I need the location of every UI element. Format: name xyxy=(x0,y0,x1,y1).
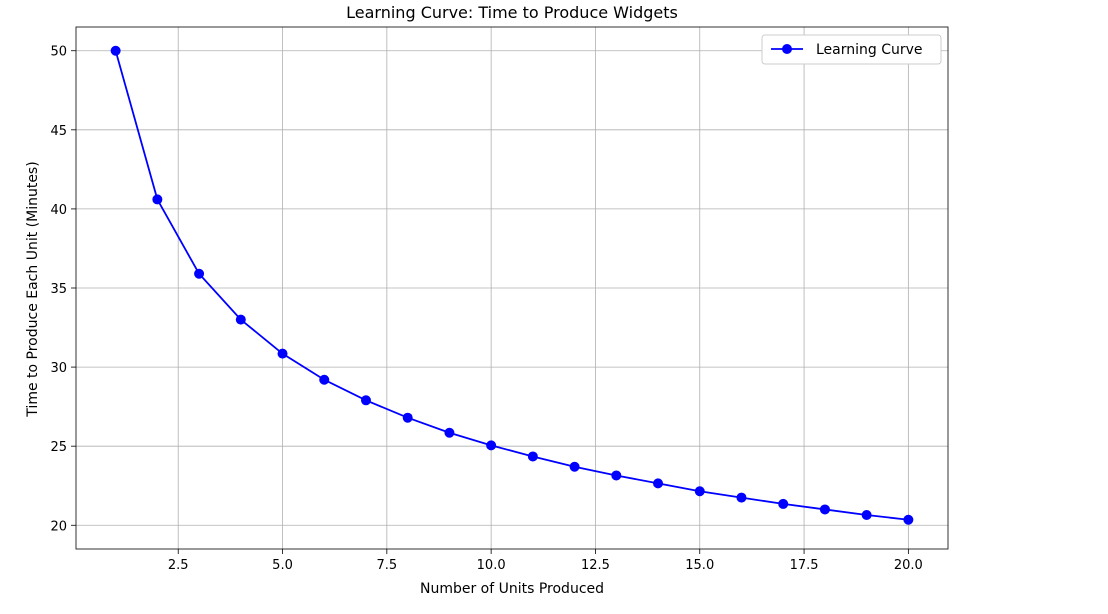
x-axis-ticks: 2.5 5.0 7.5 10.0 12.5 15.0 17.5 20.0 xyxy=(168,549,923,573)
data-point xyxy=(235,314,246,325)
y-tick-label: 30 xyxy=(50,361,67,376)
x-tick-label: 5.0 xyxy=(272,558,293,573)
y-tick-label: 40 xyxy=(50,203,67,218)
y-axis-ticks: 20 25 30 35 40 45 50 xyxy=(50,45,76,534)
y-tick-label: 35 xyxy=(50,282,67,297)
data-point xyxy=(569,461,580,472)
grid-lines xyxy=(76,27,948,549)
data-point xyxy=(819,504,830,515)
y-tick-label: 25 xyxy=(50,440,67,455)
data-point xyxy=(110,45,121,56)
y-axis-label: Time to Produce Each Unit (Minutes) xyxy=(25,161,41,417)
data-point xyxy=(778,498,789,509)
data-point xyxy=(694,486,705,497)
y-tick-label: 45 xyxy=(50,124,67,139)
x-axis-label: Number of Units Produced xyxy=(420,581,604,597)
data-point xyxy=(277,348,288,359)
x-tick-label: 7.5 xyxy=(376,558,397,573)
series-layer xyxy=(110,45,914,525)
legend-entry-label: Learning Curve xyxy=(816,42,923,58)
data-point xyxy=(402,412,413,423)
chart-title: Learning Curve: Time to Produce Widgets xyxy=(346,3,678,22)
data-point xyxy=(611,470,622,481)
data-point xyxy=(527,451,538,462)
data-point xyxy=(319,374,330,385)
x-tick-label: 20.0 xyxy=(894,558,923,573)
data-point xyxy=(444,427,455,438)
legend: Learning Curve xyxy=(761,34,942,65)
legend-marker-icon xyxy=(782,44,792,54)
data-point xyxy=(486,440,497,451)
y-tick-label: 50 xyxy=(50,45,67,60)
x-tick-label: 10.0 xyxy=(477,558,506,573)
x-tick-label: 15.0 xyxy=(685,558,714,573)
data-point xyxy=(736,492,747,503)
data-point xyxy=(152,194,163,205)
x-tick-label: 17.5 xyxy=(790,558,819,573)
data-point xyxy=(360,395,371,406)
data-point xyxy=(194,268,205,279)
legend-box xyxy=(761,34,942,65)
data-point xyxy=(861,509,872,520)
y-tick-label: 20 xyxy=(50,519,67,534)
x-tick-label: 12.5 xyxy=(581,558,610,573)
data-point xyxy=(903,514,914,525)
data-point xyxy=(653,478,664,489)
series-line xyxy=(114,50,909,521)
x-tick-label: 2.5 xyxy=(168,558,189,573)
